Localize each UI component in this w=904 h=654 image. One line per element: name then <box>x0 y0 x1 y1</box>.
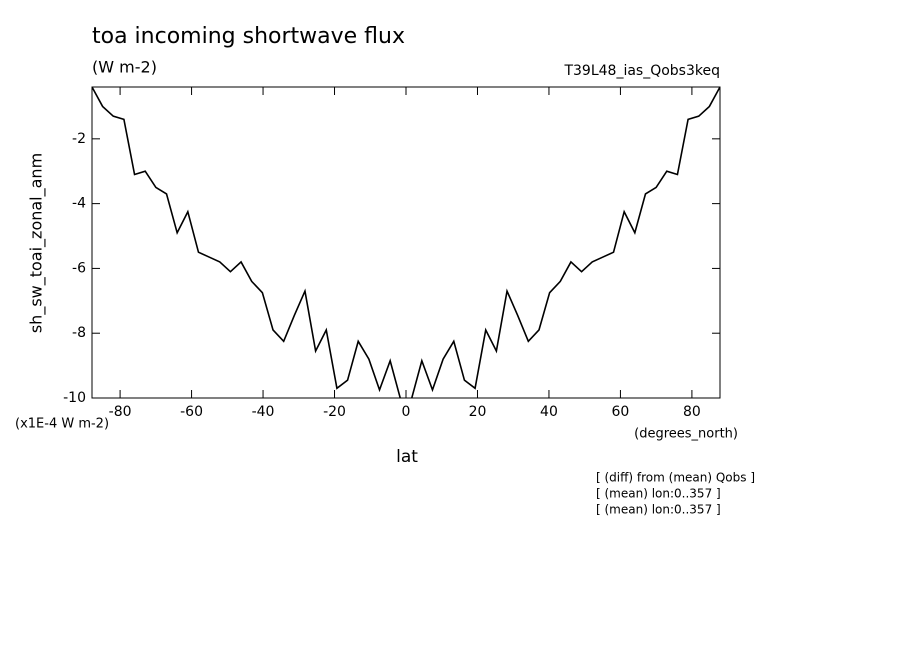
x-tick-label: 20 <box>469 404 487 420</box>
x-tick-label: -60 <box>180 404 203 420</box>
note: [ (mean) lon:0..357 ] <box>596 503 721 517</box>
y-tick-label: -2 <box>72 131 86 147</box>
x-tick-label: 0 <box>402 404 411 420</box>
data-line <box>92 87 720 398</box>
x-tick-label: 80 <box>683 404 701 420</box>
x-tick-label: -20 <box>323 404 346 420</box>
x-tick-label: -40 <box>252 404 275 420</box>
x-axis-label: lat <box>396 447 418 467</box>
chart-title: toa incoming shortwave flux <box>92 24 405 49</box>
y-tick-label: -4 <box>72 196 86 212</box>
y-tick-label: -8 <box>72 325 86 341</box>
run-label: T39L48_ias_Qobs3keq <box>563 63 720 79</box>
x-units: (degrees_north) <box>634 427 738 442</box>
y-axis-label: sh_sw_toai_zonal_anm <box>27 153 47 333</box>
y-tick-label: -10 <box>63 390 86 406</box>
plot-frame <box>91 86 721 399</box>
y-tick-label: -6 <box>72 260 86 276</box>
note: [ (diff) from (mean) Qobs ] <box>596 471 755 485</box>
chart-subtitle: (W m-2) <box>92 58 157 77</box>
note: [ (mean) lon:0..357 ] <box>596 487 721 501</box>
x-tick-label: 60 <box>612 404 630 420</box>
x-tick-label: -80 <box>109 404 132 420</box>
y-units: (x1E-4 W m-2) <box>15 417 109 432</box>
x-tick-label: 40 <box>540 404 558 420</box>
